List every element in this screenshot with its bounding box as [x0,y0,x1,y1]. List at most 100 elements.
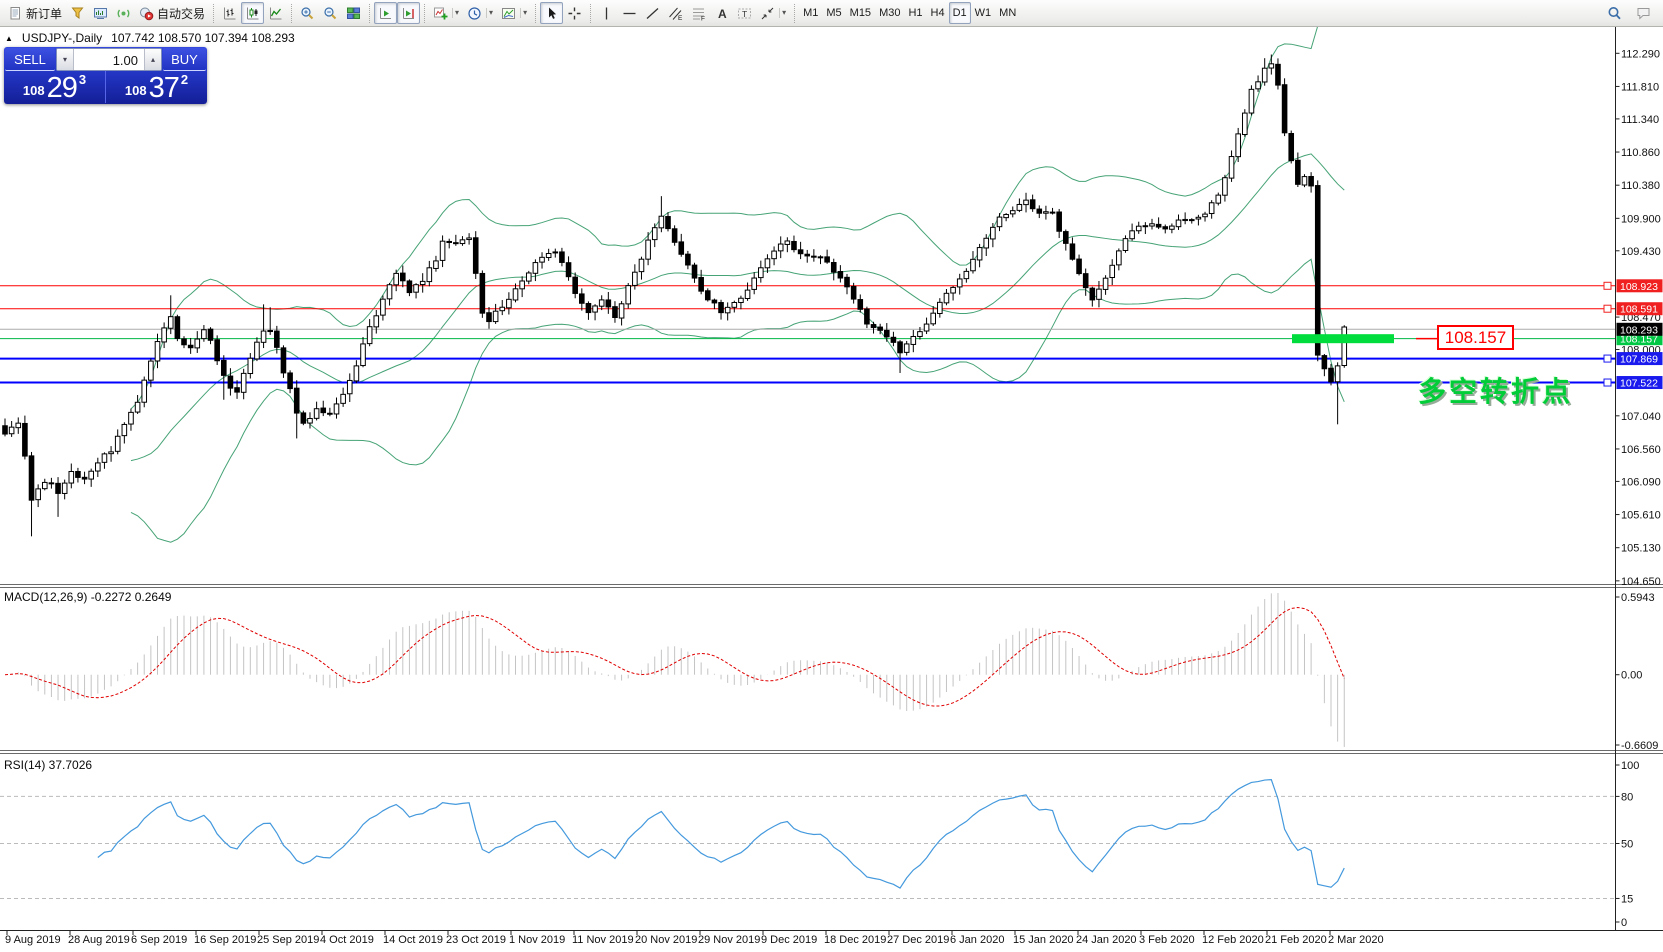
sell-button[interactable]: SELL [5,48,55,71]
indicators-button[interactable]: ▾ [429,2,463,24]
time-axis-label: 6 Jan 2020 [950,934,1004,946]
toolbar-separator [291,3,293,23]
cursor-button[interactable] [540,2,564,24]
candles-icon [245,6,260,21]
toolbar-separator [369,3,371,23]
chat-button[interactable] [1632,2,1655,24]
collapse-arrow-icon[interactable]: ▲ [5,33,13,43]
tf-m1-label: M1 [803,7,819,19]
zoomout-icon [323,6,338,21]
arrows-dropdown-icon[interactable]: ▾ [779,8,786,18]
chart-shift-button[interactable] [397,2,421,24]
macd-axis-label: 0.5943 [1621,592,1655,604]
auto-trading-button[interactable]: 自动交易 [135,2,209,24]
tf-m15-label: M15 [849,7,872,19]
tf-w1-button[interactable]: W1 [971,2,996,24]
time-axis-label: 18 Dec 2019 [824,934,886,946]
price-tag-text: 108.923 [1620,281,1658,293]
text-label-button[interactable]: T [733,2,756,24]
price-axis-label: 110.380 [1621,180,1660,192]
time-axis-label: 15 Jan 2020 [1013,934,1074,946]
candles-layer [2,54,1348,537]
macd-axis-label: 0.00 [1621,670,1642,682]
price-axis-label: 109.430 [1621,246,1661,258]
tf-m15-button[interactable]: M15 [846,2,875,24]
price-tag-text: 107.522 [1620,378,1658,390]
zoom-out-button[interactable] [319,2,342,24]
linechart-icon [268,6,283,21]
periods-button[interactable]: ▾ [463,2,497,24]
time-axis-label: 20 Nov 2019 [635,934,697,946]
periods-dropdown-icon[interactable]: ▾ [486,8,493,18]
volume-stepper[interactable]: ▾ 1.00 ▴ [56,48,162,71]
price-tag-108.591: 108.591 [1616,302,1663,316]
price-callout[interactable]: 108.157 [1437,325,1514,350]
buy-button[interactable]: BUY [163,48,206,71]
tf-m1-button[interactable]: M1 [799,2,822,24]
tline-icon [645,6,660,21]
tf-m30-button[interactable]: M30 [875,2,904,24]
crosshair-button[interactable] [563,2,586,24]
clock-icon [467,6,482,21]
buy-price[interactable]: 108 37 2 [105,71,207,103]
arrows-button[interactable]: ▾ [756,2,790,24]
tf-h4-button[interactable]: H4 [927,2,949,24]
line-handle-108.923 [1603,281,1612,290]
price-tag-text: 108.591 [1620,304,1658,316]
line-chart-button[interactable] [264,2,287,24]
vertical-line-button[interactable] [595,2,618,24]
trend-line-button[interactable] [641,2,664,24]
templates-dropdown-icon[interactable]: ▾ [520,8,527,18]
new-order-button[interactable]: 新订单 [4,2,66,24]
rsi-axis-label: 15 [1621,893,1633,905]
candle-chart-button[interactable] [241,2,265,24]
tf-h4-label: H4 [930,7,945,19]
sell-price[interactable]: 108 29 3 [22,72,87,104]
monitor-icon [93,6,108,21]
line-handle-107.869 [1603,354,1612,363]
time-axis-label: 21 Feb 2020 [1265,934,1327,946]
tile-icon [346,6,361,21]
chart-canvas[interactable]: 112.290 111.810 111.340 110.860 110.380 109.9… [0,27,1663,952]
tile-windows-button[interactable] [342,2,365,24]
time-axis-label: 9 Dec 2019 [761,934,817,946]
svg-text:T: T [742,8,747,18]
price-axis-label: 109.900 [1621,213,1661,225]
tf-d1-button[interactable]: D1 [948,2,971,24]
price-axis-label: 107.040 [1621,411,1661,423]
volume-value[interactable]: 1.00 [74,49,144,70]
navigator-button[interactable] [112,2,135,24]
bar-chart-button[interactable] [218,2,241,24]
equidistant-channel-button[interactable]: E [664,2,687,24]
time-axis-label: 2 Mar 2020 [1328,934,1384,946]
indicators-dropdown-icon[interactable]: ▾ [452,8,459,18]
tf-m5-button[interactable]: M5 [822,2,845,24]
auto-scroll-button[interactable] [374,2,398,24]
tf-h1-button[interactable]: H1 [904,2,926,24]
templates-button[interactable]: ▾ [497,2,531,24]
time-axis-label: 11 Nov 2019 [572,934,634,946]
text-button[interactable]: A [710,2,733,24]
time-axis-label: 25 Sep 2019 [257,934,319,946]
horizontal-line-button[interactable] [618,2,641,24]
volume-increase-button[interactable]: ▴ [144,49,161,70]
chart-window: 112.290 111.810 111.340 110.860 110.380 109.9… [0,27,1663,952]
search-icon [1607,6,1622,21]
tf-w1-label: W1 [974,7,992,19]
hline-icon [622,6,637,21]
profile-button[interactable] [66,2,89,24]
market-watch-button[interactable] [89,2,112,24]
price-tag-107.869: 107.869 [1616,352,1663,366]
tf-mn-button[interactable]: MN [995,2,1020,24]
bb-middle-band [130,153,1345,462]
fibonacci-button[interactable]: F [687,2,710,24]
rsi-axis-label: 100 [1621,760,1639,772]
toolbar-separator [794,3,796,23]
volume-decrease-button[interactable]: ▾ [57,49,74,70]
doc-icon [8,6,23,21]
zoom-in-button[interactable] [296,2,319,24]
crosshair-icon [567,6,582,21]
textA-icon: A [714,6,729,21]
shift-icon [401,6,416,21]
search-button[interactable] [1603,2,1626,24]
